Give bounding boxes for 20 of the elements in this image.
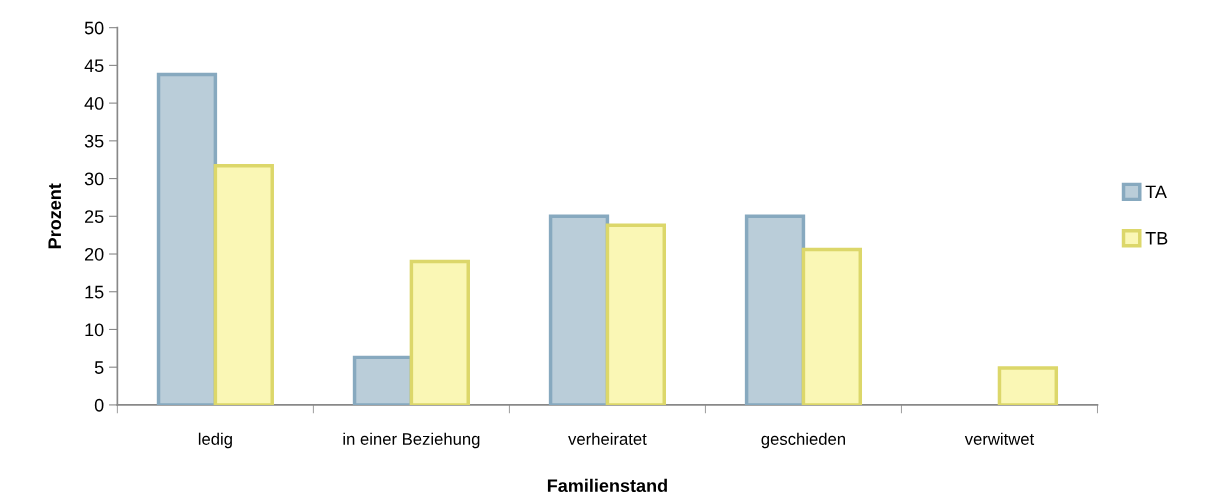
y-tick-label: 25 bbox=[85, 210, 104, 224]
x-axis-title: Familienstand bbox=[547, 478, 667, 493]
y-tick-label: 30 bbox=[84, 172, 104, 186]
x-tick-label: in einer Beziehung bbox=[343, 432, 480, 449]
y-tick-label: 45 bbox=[84, 59, 104, 73]
y-tick-label: 40 bbox=[84, 97, 104, 110]
x-tick-label: verheiratet bbox=[568, 432, 647, 445]
y-tick-label: 35 bbox=[84, 134, 104, 148]
y-tick-label: 20 bbox=[85, 247, 104, 261]
legend-label: TA bbox=[1145, 185, 1167, 199]
legend-label: TB bbox=[1145, 232, 1168, 245]
y-tick-label: 50 bbox=[84, 21, 104, 35]
y-axis-title: Prozent bbox=[48, 183, 62, 249]
x-tick-label: verwitwet bbox=[964, 432, 1035, 445]
x-tick-label: geschieden bbox=[761, 432, 845, 449]
y-tick-label: 5 bbox=[94, 361, 104, 374]
x-tick-label: ledig bbox=[198, 432, 232, 449]
y-tick-label: 0 bbox=[94, 398, 104, 412]
y-tick-label: 15 bbox=[85, 285, 104, 299]
y-tick-label: 10 bbox=[85, 323, 104, 337]
